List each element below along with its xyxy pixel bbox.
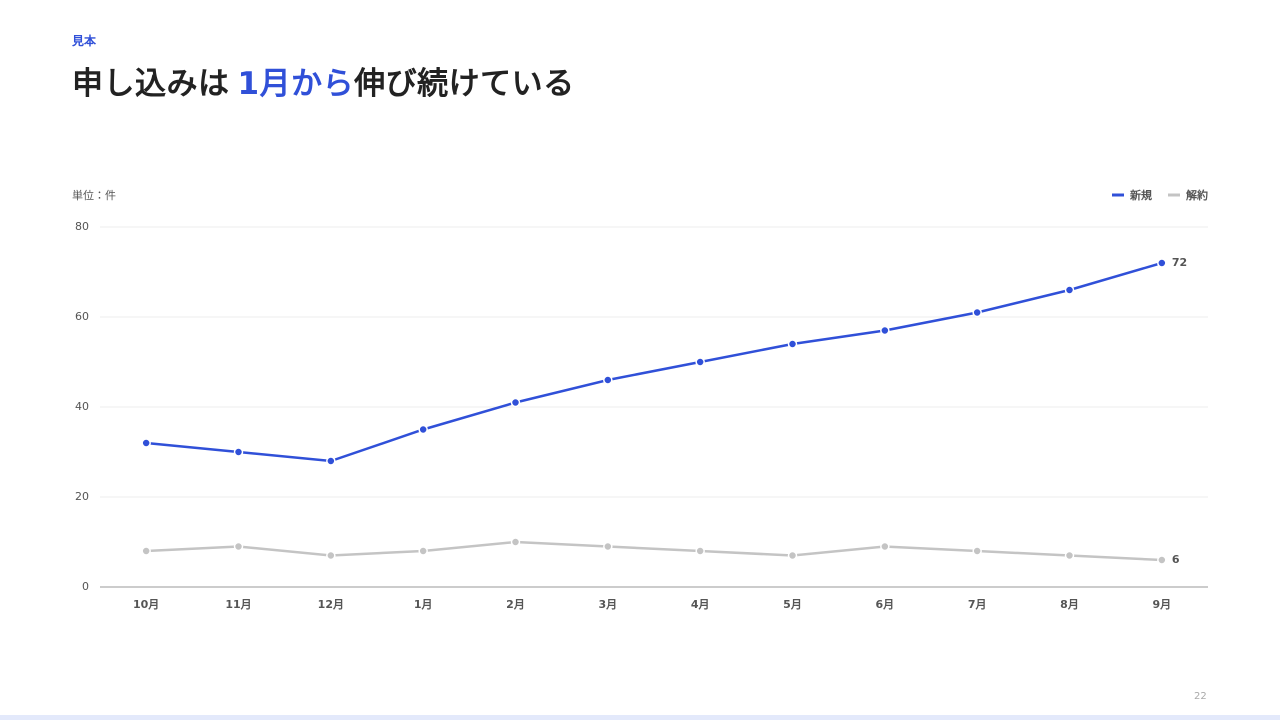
data-point (880, 541, 890, 552)
data-point (510, 537, 521, 547)
data-point (510, 397, 521, 408)
data-point (418, 546, 428, 556)
data-point (233, 541, 244, 552)
data-point (141, 438, 151, 448)
data-point (1064, 550, 1075, 561)
x-tick-label: 7月 (968, 598, 987, 611)
end-value-label: 72 (1172, 256, 1187, 269)
end-value-label: 6 (1172, 553, 1180, 566)
data-point (695, 357, 705, 367)
y-tick-label: 60 (75, 310, 89, 323)
data-point (972, 307, 982, 318)
data-point (695, 546, 705, 556)
y-tick-label: 20 (75, 490, 89, 503)
data-point (418, 424, 428, 435)
y-tick-label: 40 (75, 400, 89, 413)
x-tick-label: 11月 (225, 598, 251, 611)
legend-label: 解約 (1186, 188, 1208, 202)
x-tick-label: 12月 (318, 598, 344, 611)
series-line (146, 261, 1163, 463)
page-number: 22 (1194, 691, 1207, 702)
data-point (1157, 258, 1167, 268)
data-point (233, 447, 244, 457)
series-line (146, 540, 1162, 562)
x-tick-label: 5月 (783, 598, 802, 611)
x-tick-label: 10月 (133, 598, 159, 611)
legend-label: 新規 (1129, 188, 1152, 202)
x-tick-label: 4月 (691, 598, 710, 611)
data-point (326, 456, 336, 466)
x-tick-label: 8月 (1060, 598, 1079, 611)
sample-tag: 見本 (72, 34, 97, 48)
y-tick-label: 80 (75, 220, 89, 233)
data-point (1064, 285, 1075, 295)
x-tick-label: 9月 (1153, 598, 1172, 611)
footer-band (0, 715, 1280, 720)
y-tick-label: 0 (82, 580, 89, 593)
slide-title: 申し込みは 1月から伸び続けている (72, 58, 575, 103)
x-tick-label: 6月 (876, 598, 895, 611)
data-point (880, 325, 890, 336)
data-point (141, 546, 151, 556)
data-point (787, 550, 798, 561)
title-text: 申し込みは (72, 66, 230, 102)
x-tick-label: 2月 (506, 598, 525, 611)
data-point (787, 339, 798, 349)
unit-label: 単位：件 (72, 188, 116, 202)
title-highlight: 1月から (237, 66, 355, 102)
x-tick-label: 1月 (414, 598, 433, 611)
title-text: 伸び続けている (354, 66, 575, 102)
data-point (972, 546, 982, 556)
data-point (603, 375, 613, 385)
x-tick-label: 3月 (599, 598, 618, 611)
data-point (326, 550, 336, 561)
data-point (1157, 555, 1167, 565)
data-point (603, 541, 613, 552)
